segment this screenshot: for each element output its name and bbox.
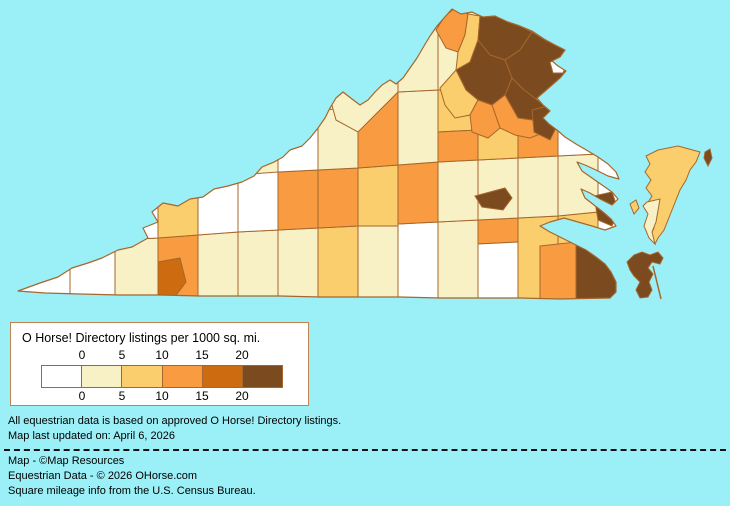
note-last-updated: Map last updated on: April 6, 2026	[8, 430, 175, 442]
legend-ticks-bottom: 0 5 10 15 20	[11, 389, 308, 403]
county-shape	[437, 159, 479, 223]
legend-swatch-4	[202, 366, 243, 387]
county-layer	[18, 9, 619, 299]
legend-tick-label: 10	[155, 389, 169, 403]
legend-tick-label: 15	[195, 389, 209, 403]
legend-tick-label: 0	[78, 348, 86, 362]
county-shape	[397, 161, 439, 225]
bridge-tunnel-line	[652, 265, 662, 300]
credit-census: Square mileage info from the U.S. Census…	[8, 485, 256, 497]
county-shape	[277, 227, 319, 299]
county-shape	[357, 223, 399, 299]
county-shape	[114, 237, 159, 299]
county-shape	[477, 217, 519, 245]
legend-color-ramp	[41, 365, 283, 388]
legend-swatch-0	[42, 366, 83, 387]
county-shape	[277, 117, 319, 173]
legend-tick-label: 20	[235, 389, 249, 403]
county-shape	[477, 157, 519, 221]
island-layer	[626, 145, 713, 299]
county-shape	[477, 241, 519, 299]
county-shape	[114, 184, 159, 241]
county-shape	[597, 79, 619, 157]
legend-title: O Horse! Directory listings per 1000 sq.…	[22, 331, 261, 345]
island-shape	[703, 148, 713, 168]
county-shape	[397, 221, 439, 299]
note-data-source: All equestrian data is based on approved…	[8, 415, 342, 427]
legend-swatch-3	[162, 366, 203, 387]
county-shape	[517, 155, 559, 219]
credit-equestrian-data: Equestrian Data - © 2026 OHorse.com	[8, 470, 198, 482]
state-outline	[17, 8, 620, 300]
legend-swatch-5	[242, 366, 283, 387]
county-shape	[157, 257, 187, 299]
county-shape	[19, 194, 71, 251]
legend-swatch-1	[82, 366, 123, 387]
county-shape	[237, 229, 279, 299]
legend-tick-label: 5	[118, 348, 126, 362]
county-shape	[437, 219, 479, 299]
county-shape	[474, 187, 513, 211]
legend-tick-label: 20	[235, 348, 249, 362]
county-shape	[197, 174, 239, 236]
county-shape	[539, 241, 577, 299]
legend-box: O Horse! Directory listings per 1000 sq.…	[10, 322, 309, 406]
county-shape	[277, 169, 319, 231]
island-shape	[629, 199, 640, 215]
legend-ticks-top: 0 5 10 15 20	[11, 348, 308, 362]
county-shape	[437, 129, 479, 163]
island-shape	[642, 198, 661, 246]
dashed-separator	[4, 449, 726, 451]
county-shape	[469, 99, 501, 139]
county-shape	[69, 239, 116, 299]
county-shape	[575, 235, 619, 299]
county-shape	[397, 89, 439, 166]
legend-tick-label: 0	[78, 389, 86, 403]
legend-tick-label: 5	[118, 389, 126, 403]
legend-tick-label: 10	[155, 348, 169, 362]
legend-swatch-2	[122, 366, 163, 387]
county-shape	[157, 179, 199, 239]
county-shape	[317, 225, 359, 299]
county-shape	[317, 167, 359, 229]
legend-tick-label: 15	[195, 348, 209, 362]
credit-map: Map - ©Map Resources	[8, 455, 125, 467]
county-shape	[357, 164, 399, 227]
county-shape	[197, 231, 239, 299]
county-shape	[439, 69, 479, 119]
county-shape	[69, 189, 116, 246]
island-shape	[626, 251, 664, 299]
